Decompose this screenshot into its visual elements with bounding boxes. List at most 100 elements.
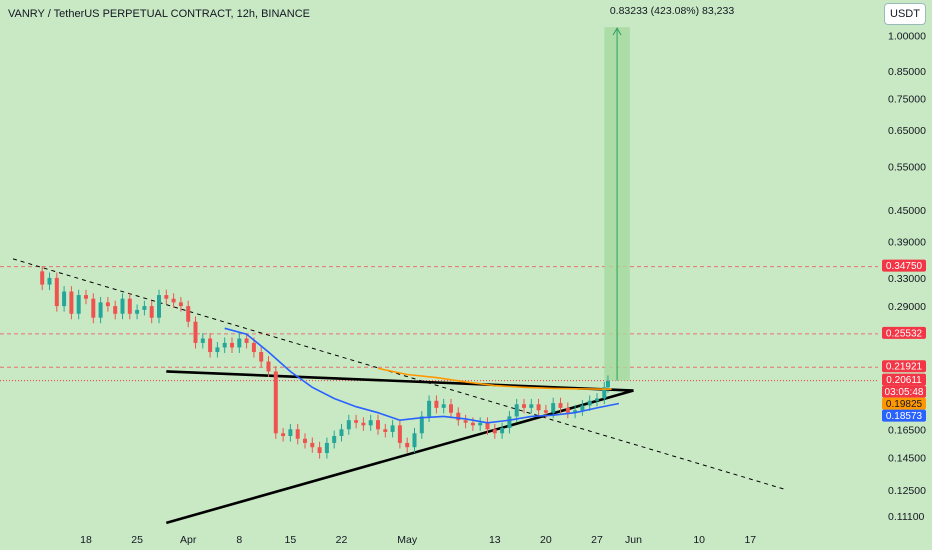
x-tick-label: 18: [80, 534, 92, 546]
x-tick-label: 25: [131, 534, 143, 546]
candle-up: [419, 416, 424, 434]
y-tick-label: 0.55000: [888, 161, 926, 173]
x-tick-label: 13: [489, 534, 501, 546]
candle-up: [441, 404, 446, 408]
price-tag-label: 0.18573: [886, 411, 923, 422]
candle-up: [602, 387, 607, 399]
candle-up: [368, 420, 373, 426]
candle-down: [522, 404, 526, 408]
candle-up: [595, 398, 599, 401]
candle-down: [295, 429, 300, 439]
y-tick-label: 0.75000: [888, 94, 926, 106]
y-tick-label: 1.00000: [888, 31, 926, 43]
candle-down: [149, 306, 154, 318]
candle-up: [427, 400, 432, 417]
candle-down: [230, 342, 234, 348]
candle-up: [390, 425, 395, 432]
candle-up: [412, 433, 417, 448]
candle-up: [142, 306, 147, 310]
triangle-trendline: [166, 370, 634, 392]
price-tag-label: 0.34750: [886, 261, 923, 272]
price-tag: [882, 360, 926, 373]
price-tag: [882, 385, 926, 398]
currency-label: USDT: [890, 8, 920, 20]
candle-down: [492, 429, 497, 434]
candle-down: [281, 433, 286, 436]
candle-up: [507, 416, 512, 428]
candle-up: [339, 429, 344, 436]
candle-down: [186, 306, 191, 322]
candle-down: [91, 298, 96, 318]
triangle-trendline: [165, 389, 634, 525]
price-tag-label: 0.25532: [886, 328, 923, 339]
price-tag-label: 0.19825: [886, 399, 923, 410]
candle-up: [500, 427, 505, 434]
candle-down: [310, 442, 315, 448]
candle-down: [317, 447, 322, 454]
y-tick-label: 0.29000: [888, 301, 926, 313]
y-tick-label: 0.39000: [888, 236, 926, 248]
candle-up: [478, 422, 483, 426]
y-tick-label: 0.11100: [888, 511, 925, 523]
x-tick-label: 17: [744, 534, 756, 546]
candle-up: [324, 442, 329, 454]
candle-up: [62, 291, 67, 307]
x-tick-label: Apr: [180, 534, 197, 546]
candle-down: [127, 298, 132, 314]
candle-up: [120, 298, 125, 314]
candle-up: [76, 295, 81, 314]
candle-down: [303, 438, 307, 443]
candle-up: [587, 400, 592, 406]
y-tick-label: 0.16500: [888, 424, 926, 436]
measure-arrowhead: [612, 27, 622, 36]
candle-up: [47, 277, 52, 285]
candle-down: [244, 338, 249, 343]
moving-average-line: [377, 367, 612, 390]
candle-up: [215, 347, 220, 353]
candle-down: [251, 342, 256, 353]
x-tick-label: 15: [285, 534, 297, 546]
candle-up: [222, 342, 227, 348]
candle-up: [98, 302, 103, 318]
candle-up: [332, 435, 337, 443]
candle-up: [200, 338, 205, 343]
candle-up: [551, 403, 556, 413]
candle-down: [449, 404, 453, 413]
candle-up: [529, 404, 534, 408]
price-tag-label: 0.20611: [886, 375, 922, 386]
candle-down: [463, 420, 468, 423]
price-tag: [882, 326, 926, 339]
candle-down: [266, 361, 271, 372]
candle-down: [434, 400, 439, 408]
x-tick-label: Jun: [625, 534, 642, 546]
y-tick-label: 0.33000: [888, 273, 926, 285]
currency-button[interactable]: USDT: [884, 3, 926, 25]
candle-down: [40, 271, 45, 285]
price-tag: [882, 409, 926, 422]
measure-label: 0.83233 (423.08%) 83,233: [610, 5, 735, 17]
candle-down: [536, 404, 541, 411]
candle-up: [605, 380, 610, 388]
candle-up: [237, 338, 242, 348]
price-tag-label: 0.21921: [886, 362, 923, 373]
candle-down: [208, 338, 213, 353]
price-tag: [882, 259, 926, 272]
candle-down: [354, 420, 359, 423]
candle-down: [361, 422, 366, 426]
chart-title: VANRY / TetherUS PERPETUAL CONTRACT, 12h…: [8, 8, 310, 20]
candle-down: [113, 306, 118, 314]
candle-up: [573, 410, 578, 413]
x-tick-label: 27: [591, 534, 603, 546]
candle-down: [84, 295, 88, 299]
candle-down: [397, 425, 402, 443]
candle-up: [346, 420, 351, 430]
candle-down: [470, 422, 475, 426]
candle-up: [580, 405, 585, 411]
x-tick-label: 10: [693, 534, 705, 546]
candle-down: [565, 407, 570, 413]
candle-down: [405, 442, 410, 448]
candle-down: [164, 295, 169, 299]
candle-down: [456, 412, 461, 421]
